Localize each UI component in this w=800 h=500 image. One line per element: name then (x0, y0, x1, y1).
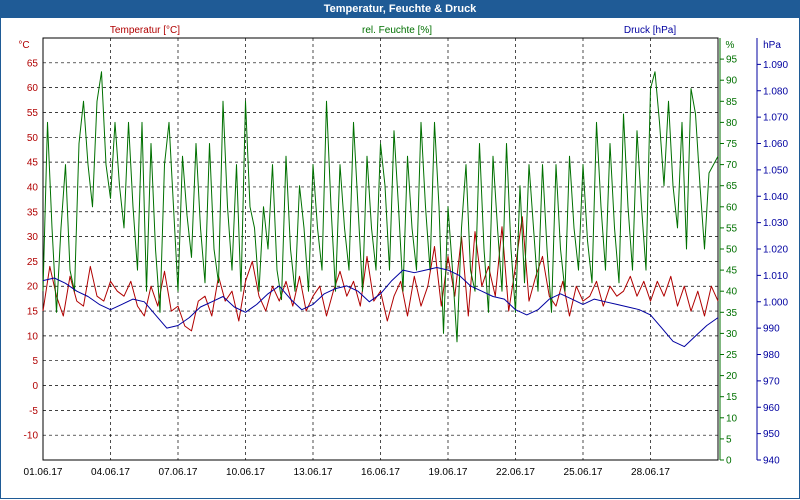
x-tick-label: 07.06.17 (159, 467, 198, 478)
temperature-tick-label: 50 (27, 133, 39, 144)
humidity-axis: 0 5 10 15 20 25 30 35 40 45 50 55 60 65 70 75 80 85 90 95 (719, 38, 738, 467)
x-tick-label: 10.06.17 (226, 467, 265, 478)
humidity-tick-label: 55 (726, 223, 738, 234)
temperature-tick-label: 40 (27, 182, 39, 193)
series-line-pressure (42, 267, 719, 348)
series-lines (42, 71, 719, 348)
humidity-tick-label: 5 (726, 434, 732, 445)
temperature-tick-label: 45 (27, 158, 39, 169)
humidity-tick-label: 20 (726, 371, 738, 382)
x-tick-label: 13.06.17 (294, 467, 333, 478)
pressure-tick-label: 1.050 (763, 165, 788, 176)
humidity-tick-label: 10 (726, 413, 738, 424)
series-line-temperature (42, 216, 719, 332)
pressure-tick-label: 1.040 (763, 192, 788, 203)
pressure-tick-label: 970 (763, 376, 780, 387)
humidity-tick-label: 80 (726, 118, 738, 129)
pressure-tick-label: 960 (763, 403, 780, 414)
temperature-tick-label: 15 (27, 307, 39, 318)
chart-title: Temperatur, Feuchte & Druck (0, 0, 800, 18)
grid-lines (42, 37, 719, 461)
temperature-tick-label: 10 (27, 331, 39, 342)
pressure-tick-label: 1.020 (763, 245, 788, 256)
temperature-axis: -10 -5 0 5 10 15 20 25 30 35 40 45 50 55 60 65 (24, 58, 39, 441)
humidity-tick-label: 90 (726, 76, 738, 87)
time-axis: 01.06.17 04.06.17 07.06.17 10.06.17 13.06.17… (24, 467, 671, 478)
humidity-tick-label: 0 (726, 456, 732, 467)
humidity-tick-label: 15 (726, 392, 738, 403)
humidity-tick-label: 25 (726, 350, 738, 361)
temperature-tick-label: 0 (32, 381, 38, 392)
humidity-tick-label: 60 (726, 202, 738, 213)
pressure-tick-label: 1.010 (763, 271, 788, 282)
pressure-tick-label: 950 (763, 429, 780, 440)
humidity-tick-label: 75 (726, 139, 738, 150)
temperature-tick-label: -5 (29, 406, 38, 417)
x-tick-label: 16.06.17 (361, 467, 400, 478)
x-tick-label: 04.06.17 (91, 467, 130, 478)
x-tick-label: 22.06.17 (496, 467, 535, 478)
pressure-tick-label: 1.030 (763, 218, 788, 229)
humidity-tick-label: 50 (726, 245, 738, 256)
x-tick-label: 28.06.17 (631, 467, 670, 478)
series-name-pressure: Druck [hPa] (624, 25, 676, 36)
humidity-tick-label: 95 (726, 55, 738, 66)
temperature-tick-label: -10 (24, 431, 39, 442)
humidity-tick-label: 35 (726, 308, 738, 319)
x-tick-label: 25.06.17 (564, 467, 603, 478)
pressure-tick-label: 1.060 (763, 139, 788, 150)
humidity-tick-label: 45 (726, 266, 738, 277)
humidity-tick-label: 65 (726, 181, 738, 192)
temperature-tick-label: 55 (27, 108, 39, 119)
x-tick-label: 01.06.17 (24, 467, 63, 478)
temperature-tick-label: 5 (32, 356, 38, 367)
temperature-tick-label: 35 (27, 207, 39, 218)
humidity-tick-label: 85 (726, 97, 738, 108)
humidity-tick-label: 40 (726, 287, 738, 298)
pressure-tick-label: 1.080 (763, 86, 788, 97)
series-name-temperature: Temperatur [°C] (110, 25, 180, 36)
humidity-unit-label: % (726, 40, 735, 51)
pressure-tick-label: 980 (763, 350, 780, 361)
pressure-tick-label: 1.000 (763, 297, 788, 308)
pressure-tick-label: 1.090 (763, 60, 788, 71)
pressure-tick-label: 1.070 (763, 113, 788, 124)
temperature-unit-label: °C (18, 40, 29, 51)
pressure-tick-label: 940 (763, 456, 780, 467)
humidity-tick-label: 30 (726, 329, 738, 340)
temperature-tick-label: 20 (27, 282, 39, 293)
temperature-tick-label: 25 (27, 257, 39, 268)
humidity-tick-label: 70 (726, 160, 738, 171)
pressure-axis: 940 950 960 970 980 990 1.000 1.010 1.020 1.030 1.… (756, 38, 788, 467)
temperature-tick-label: 65 (27, 58, 39, 69)
temperature-tick-label: 30 (27, 232, 39, 243)
series-line-humidity (42, 71, 719, 343)
temperature-tick-label: 60 (27, 83, 39, 94)
series-name-humidity: rel. Feuchte [%] (362, 25, 432, 36)
x-tick-label: 19.06.17 (429, 467, 468, 478)
pressure-tick-label: 990 (763, 324, 780, 335)
pressure-unit-label: hPa (763, 40, 781, 51)
